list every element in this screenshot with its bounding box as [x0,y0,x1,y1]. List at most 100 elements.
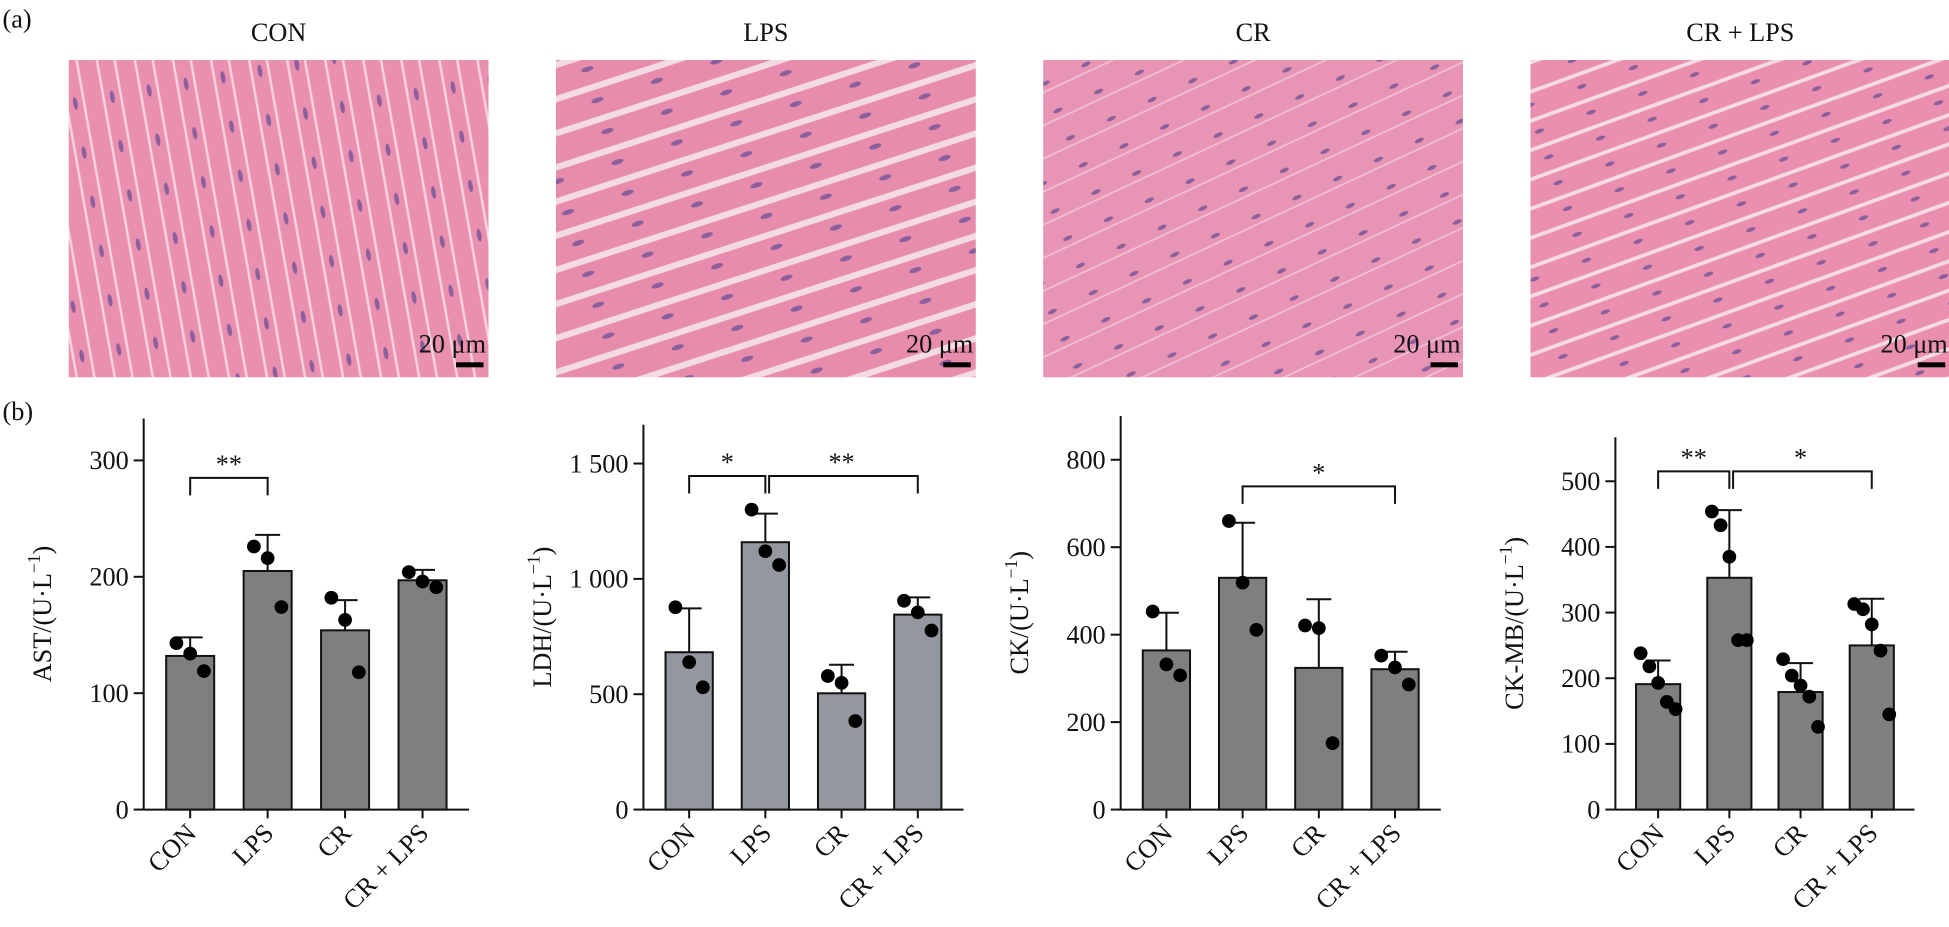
x-tick-label: CON [641,818,701,878]
y-axis-label-part: ) [528,547,557,556]
y-tick-label: 200 [1561,664,1600,693]
x-tick-label: CON [1118,818,1178,878]
y-tick-label: 0 [1093,795,1106,824]
data-point [1739,633,1754,648]
image-title: CON [251,18,306,47]
data-point [1668,702,1683,716]
x-tick-label: CR + LPS [337,818,434,915]
scale-bar-label: 20 μm [419,329,486,358]
data-point [910,605,925,620]
scale-bar [1917,362,1946,368]
y-tick-label: 800 [1066,445,1105,474]
histology-image [555,59,976,378]
scale-bar [1430,362,1458,368]
y-tick-label: 600 [1066,533,1105,562]
y-axis-label-part: −1 [1001,560,1021,579]
data-point [1235,575,1250,590]
histology-image [68,59,489,378]
y-tick-label: 1 500 [569,449,628,478]
data-point [1784,668,1799,683]
y-axis-label-part: CK-MB/(U·L [1500,564,1529,710]
data-point [1704,504,1719,519]
data-point [351,665,366,680]
significance-bracket [1657,470,1731,489]
y-axis-label: CK/(U·L−1) [1001,551,1034,674]
y-axis-label: LDH/(U·L−1) [524,547,557,688]
bar [1635,683,1682,811]
significance-label: * [721,448,734,477]
error-bar [1230,521,1256,578]
histology-image [1043,59,1463,378]
data-point [324,590,339,605]
histology-image [1530,59,1949,378]
y-axis-label: CK-MB/(U·L−1) [1496,537,1529,710]
data-point [1159,657,1174,672]
x-tick-label: CR [312,818,358,864]
bar [320,629,371,811]
y-tick-label: 1 000 [569,565,628,594]
significance-bracket [688,474,767,494]
data-point [401,565,416,580]
scale-bar [456,362,484,368]
data-point [924,623,939,638]
image-title: CR + LPS [1686,18,1794,47]
bar [1848,644,1895,811]
data-point [1311,621,1326,635]
y-tick-label: 0 [1587,795,1600,824]
y-tick-label: 400 [1561,533,1600,562]
significance-label: ** [216,450,242,479]
y-axis-label-part: −1 [524,555,544,574]
data-point [1722,549,1737,564]
data-point [696,680,710,695]
y-axis-label-part: AST/(U·L [28,573,57,682]
x-tick-label: CON [1610,818,1670,878]
bar [1217,576,1268,811]
significance-bracket [189,476,269,496]
data-point [415,574,430,589]
x-tick-label: CR [808,818,854,864]
y-axis-label-part: CK/(U·L [1005,578,1034,674]
error-bar [752,512,778,543]
y-axis-label-part: ) [1500,537,1529,546]
error-bar [1153,611,1179,651]
y-tick-label: 100 [1561,730,1600,759]
x-tick-label: LPS [725,818,777,870]
y-axis-label-part: ) [28,546,57,555]
data-point [1388,660,1402,675]
data-point [1882,707,1897,722]
significance-label: ** [1681,443,1707,472]
data-point [274,600,289,614]
y-tick-label: 300 [1561,598,1600,627]
data-point [668,600,683,615]
data-point [1864,617,1879,632]
x-tick-label: CON [142,818,202,878]
y-axis-label-part: ) [1005,551,1034,560]
significance-label: ** [828,448,854,477]
data-point [1633,646,1648,661]
panel-label: (b) [3,397,34,426]
data-point [834,676,849,690]
data-point [897,593,911,608]
y-axis-label-part: −1 [1496,546,1516,565]
y-axis-label-part: LDH/(U·L [528,574,557,688]
scale-bar-label: 20 μm [906,329,973,358]
scale-bar-label: 20 μm [1393,329,1460,358]
image-title: CR [1236,18,1271,47]
x-tick-label: CR [1285,818,1331,864]
bar [1777,691,1824,811]
x-tick-label: LPS [1202,818,1254,870]
bar [397,579,448,811]
image-title: LPS [743,18,788,47]
panel-label: (a) [3,4,32,33]
data-point [1173,668,1188,683]
data-point [1249,622,1264,637]
error-bar [676,607,702,653]
data-point [1856,602,1870,617]
data-point [260,551,275,566]
x-tick-label: LPS [227,818,279,870]
histology-row: (a) CON 20 μm LPS 20 μm CR 20 μm CR + LPS 20 μm [3,4,1949,378]
bar [1706,576,1753,811]
data-point [1651,675,1666,690]
y-tick-label: 0 [615,795,628,824]
